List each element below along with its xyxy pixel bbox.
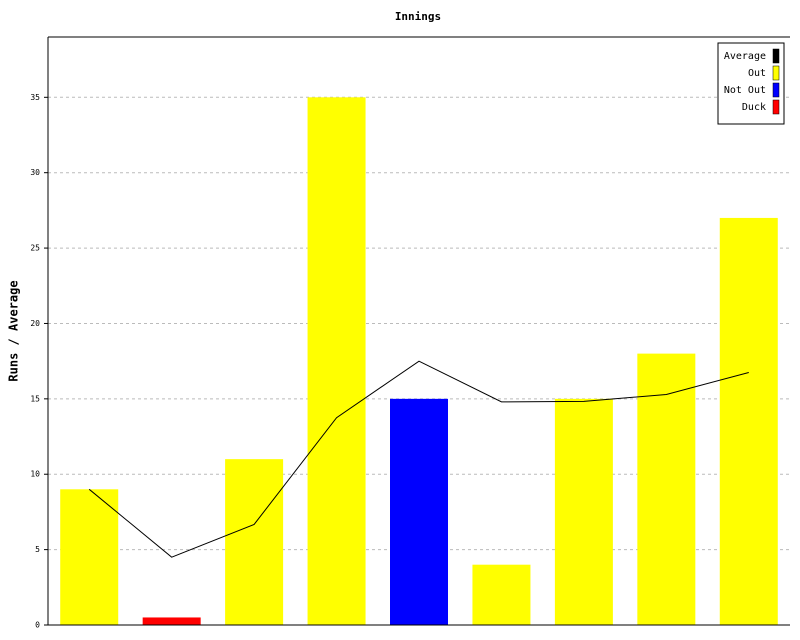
y-tick-label: 25 xyxy=(30,244,40,253)
legend-swatch xyxy=(772,99,780,115)
bar xyxy=(142,617,201,625)
y-tick-label: 20 xyxy=(30,319,40,328)
bar xyxy=(225,459,284,625)
bar xyxy=(637,353,696,625)
legend-swatch xyxy=(772,65,780,81)
y-tick-label: 5 xyxy=(35,545,40,554)
chart-title: Innings xyxy=(395,10,441,23)
legend-swatch xyxy=(772,82,780,98)
y-tick-label: 30 xyxy=(30,168,40,177)
legend-label: Out xyxy=(748,68,766,79)
y-axis-label: Runs / Average xyxy=(7,280,21,381)
bar xyxy=(390,398,448,625)
legend-label: Average xyxy=(724,51,766,62)
bar xyxy=(307,97,366,626)
bar xyxy=(719,217,778,625)
legend-swatch xyxy=(772,48,780,64)
y-tick-label: 0 xyxy=(35,621,40,630)
y-tick-label: 10 xyxy=(30,470,40,479)
bar xyxy=(60,489,119,625)
bar xyxy=(554,398,613,625)
legend-label: Not Out xyxy=(724,85,766,96)
legend-label: Duck xyxy=(742,102,766,113)
y-tick-label: 35 xyxy=(30,93,40,102)
y-tick-label: 15 xyxy=(30,394,40,403)
average-line xyxy=(88,360,749,558)
bar xyxy=(472,564,531,625)
